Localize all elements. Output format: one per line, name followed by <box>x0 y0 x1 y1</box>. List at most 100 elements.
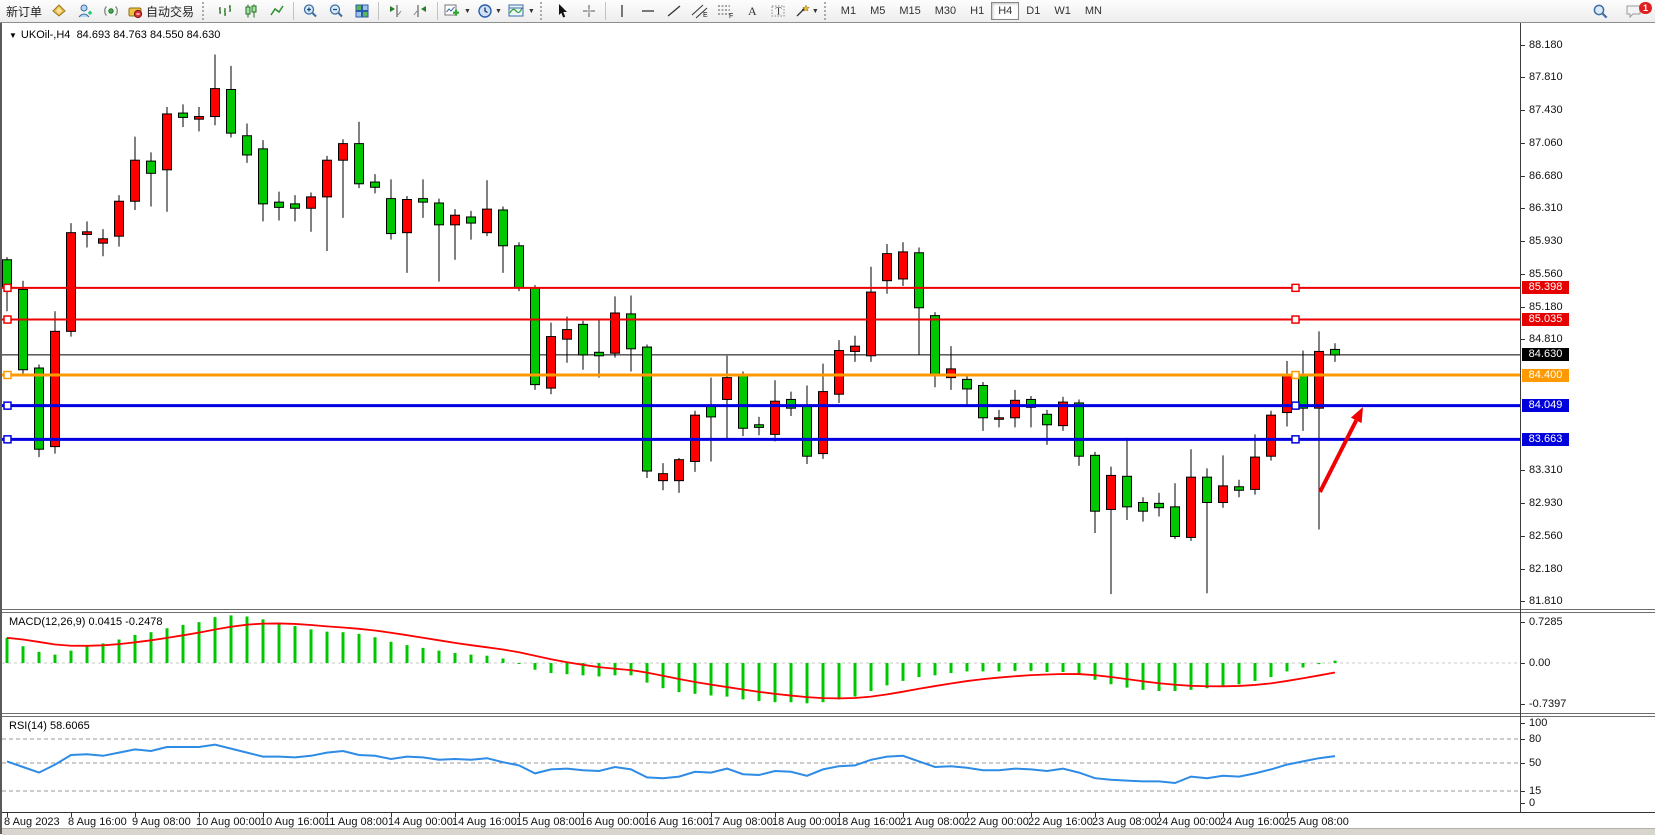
auto-trading-button[interactable]: 自动交易 <box>124 0 200 22</box>
candle-body[interactable] <box>290 203 300 209</box>
candle-body[interactable] <box>786 398 796 409</box>
candle-body[interactable] <box>1106 474 1116 510</box>
candle-body[interactable] <box>1186 476 1196 538</box>
time-axis[interactable]: 8 Aug 2023 8 Aug 16:00 9 Aug 08:00 10 Aug 0… <box>2 812 1655 829</box>
candle-body[interactable] <box>530 287 540 386</box>
toolbar-grip[interactable] <box>539 2 546 20</box>
candle-body[interactable] <box>498 209 508 247</box>
candle-body[interactable] <box>258 148 268 205</box>
candle-body[interactable] <box>850 345 860 352</box>
candle-body[interactable] <box>1250 456 1260 490</box>
candle-body[interactable] <box>50 330 60 448</box>
candle-body[interactable] <box>1314 350 1324 409</box>
candle-body[interactable] <box>594 351 604 357</box>
template-icon[interactable]: ▼ <box>505 0 538 22</box>
timeframe-button-m15[interactable]: M15 <box>899 5 921 17</box>
candle-body[interactable] <box>562 329 572 340</box>
price-pane[interactable]: ▼ UKOil-,H4 84.693 84.763 84.550 84.630 <box>2 24 1520 609</box>
candle-body[interactable] <box>386 198 396 235</box>
new-chart-icon[interactable]: ▼ <box>441 0 474 22</box>
rsi-pane[interactable]: RSI(14) 58.6065 <box>2 717 1520 812</box>
candle-body[interactable] <box>658 473 668 482</box>
toolbar-grip[interactable] <box>823 2 830 20</box>
candle-body[interactable] <box>866 291 876 357</box>
line-chart-icon[interactable] <box>264 0 290 22</box>
candle-body[interactable] <box>482 208 492 234</box>
timeframe-button-h4[interactable]: H4 <box>991 2 1020 20</box>
line-handle[interactable] <box>1291 401 1300 410</box>
candle-body[interactable] <box>354 143 364 185</box>
candle-body[interactable] <box>1122 475 1132 508</box>
candle-body[interactable] <box>34 367 44 450</box>
candle-body[interactable] <box>402 199 412 234</box>
vertical-line-icon[interactable] <box>609 0 635 22</box>
add-trader-icon[interactable] <box>72 0 98 22</box>
candle-body[interactable] <box>1218 485 1228 503</box>
candle-body[interactable] <box>706 405 716 418</box>
candle-body[interactable] <box>242 135 252 156</box>
candle-body[interactable] <box>322 159 332 198</box>
new-order-button[interactable]: 新订单 <box>6 4 43 19</box>
rsi-canvas[interactable] <box>2 717 1520 812</box>
candle-body[interactable] <box>434 202 444 226</box>
label-icon[interactable]: T <box>765 0 791 22</box>
chart-autoscroll-icon[interactable] <box>408 0 434 22</box>
candle-body[interactable] <box>1090 454 1100 512</box>
candle-body[interactable] <box>962 378 972 390</box>
candle-body[interactable] <box>1234 486 1244 491</box>
line-handle[interactable] <box>1291 315 1300 324</box>
candle-body[interactable] <box>466 216 476 224</box>
candle-body[interactable] <box>1170 506 1180 538</box>
horizontal-line-icon[interactable] <box>635 0 661 22</box>
tile-windows-icon[interactable] <box>349 0 375 22</box>
candle-body[interactable] <box>1266 414 1276 457</box>
channel-icon[interactable]: E <box>687 0 713 22</box>
candle-body[interactable] <box>914 252 924 309</box>
cursor-icon[interactable] <box>550 0 576 22</box>
candle-body[interactable] <box>1154 502 1164 509</box>
candle-body[interactable] <box>338 143 348 161</box>
candle-body[interactable] <box>194 116 204 120</box>
crosshair-icon[interactable] <box>576 0 602 22</box>
candle-body[interactable] <box>1042 413 1052 426</box>
candle-body[interactable] <box>1026 398 1036 408</box>
timeframe-button-h1[interactable]: H1 <box>970 5 985 17</box>
candle-body[interactable] <box>418 198 428 203</box>
collapse-triangle-icon[interactable]: ▼ <box>9 31 17 40</box>
candle-body[interactable] <box>1010 399 1020 419</box>
gold-diamond-icon[interactable] <box>46 0 72 22</box>
candle-body[interactable] <box>930 315 940 377</box>
macd-canvas[interactable] <box>2 613 1520 713</box>
candle-body[interactable] <box>1202 476 1212 503</box>
line-handle[interactable] <box>3 370 12 380</box>
candle-body[interactable] <box>994 417 1004 420</box>
candle-body[interactable] <box>178 112 188 118</box>
line-handle[interactable] <box>3 283 12 293</box>
zoom-in-icon[interactable] <box>297 0 323 22</box>
timeframe-button-m30[interactable]: M30 <box>934 5 957 17</box>
line-handle[interactable] <box>1291 283 1300 293</box>
chat-icon[interactable]: 1 <box>1621 0 1652 22</box>
candle-body[interactable] <box>162 113 172 171</box>
timeframe-button-w1[interactable]: W1 <box>1054 5 1071 17</box>
candle-body[interactable] <box>130 159 140 202</box>
line-handle[interactable] <box>3 401 12 410</box>
candle-body[interactable] <box>82 231 92 235</box>
candle-body[interactable] <box>674 459 684 482</box>
candle-body[interactable] <box>626 313 636 350</box>
candle-body[interactable] <box>882 253 892 282</box>
candle-body[interactable] <box>66 232 76 332</box>
candle-body[interactable] <box>1074 402 1084 457</box>
macd-pane[interactable]: MACD(12,26,9) 0.0415 -0.2478 <box>2 613 1520 713</box>
candle-body[interactable] <box>450 214 460 226</box>
timeframe-button-mn[interactable]: MN <box>1084 5 1102 17</box>
candlestick-chart-icon[interactable] <box>238 0 264 22</box>
signal-icon[interactable] <box>98 0 124 22</box>
zoom-out-icon[interactable] <box>323 0 349 22</box>
line-handle[interactable] <box>3 435 12 444</box>
pane-splitter[interactable] <box>2 713 1655 717</box>
candle-body[interactable] <box>114 200 124 237</box>
candle-body[interactable] <box>98 238 108 244</box>
timeframe-button-m5[interactable]: M5 <box>870 5 886 17</box>
trend-line-icon[interactable] <box>661 0 687 22</box>
